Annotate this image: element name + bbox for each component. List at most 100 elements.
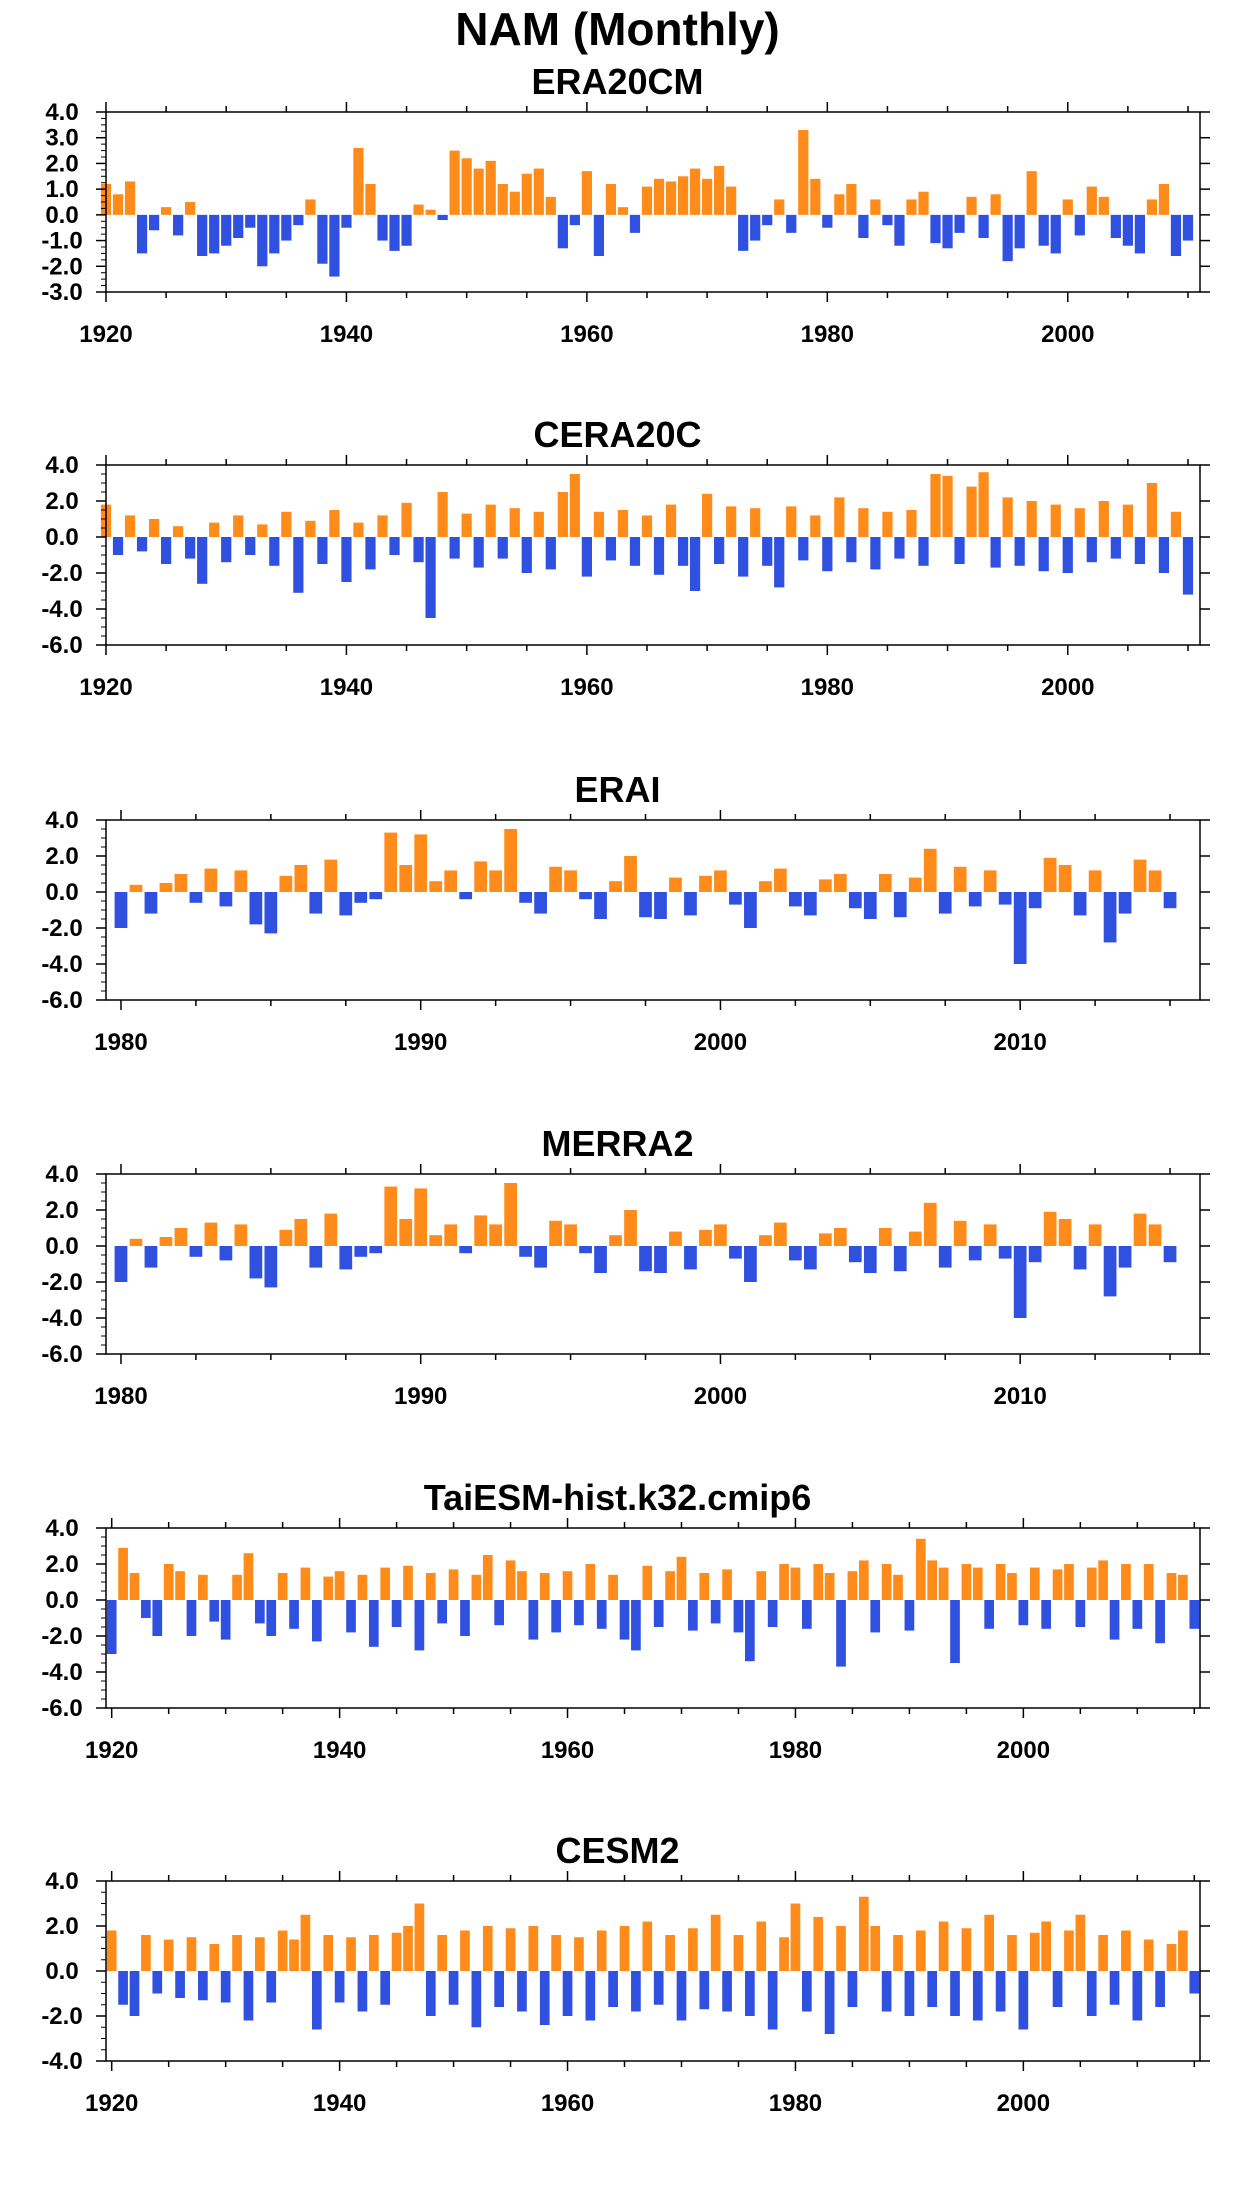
y-tick-label: 4.0 bbox=[45, 1868, 78, 1895]
bar bbox=[437, 1935, 448, 1971]
x-tick-label: 1980 bbox=[801, 674, 854, 701]
bar bbox=[1014, 537, 1025, 566]
bar bbox=[714, 166, 725, 215]
x-tick-label: 2000 bbox=[1041, 674, 1094, 701]
bar bbox=[1109, 1600, 1120, 1640]
bar bbox=[1074, 214, 1085, 236]
bar bbox=[639, 1246, 652, 1272]
y-tick-label: 0.0 bbox=[45, 1958, 78, 1985]
bar bbox=[1098, 1935, 1108, 1971]
bar bbox=[369, 892, 383, 900]
bar bbox=[1038, 214, 1049, 246]
bar bbox=[1098, 1560, 1108, 1600]
bar bbox=[968, 1246, 982, 1261]
bar bbox=[1118, 892, 1132, 914]
bar bbox=[745, 1971, 755, 2016]
bar bbox=[114, 892, 128, 928]
bar bbox=[545, 196, 556, 215]
bar bbox=[846, 537, 857, 563]
bar bbox=[232, 1574, 242, 1600]
bar bbox=[106, 1930, 117, 1971]
y-tick-label: 4.0 bbox=[45, 807, 78, 834]
bar bbox=[923, 848, 937, 892]
bar bbox=[954, 537, 965, 564]
bar bbox=[654, 1246, 667, 1273]
bar bbox=[786, 506, 797, 537]
bar bbox=[1007, 1573, 1017, 1600]
bar bbox=[605, 537, 617, 561]
bar bbox=[726, 506, 737, 537]
bar bbox=[984, 1914, 995, 1971]
bar bbox=[509, 191, 520, 215]
bar bbox=[881, 1971, 892, 2012]
bar bbox=[339, 892, 353, 916]
bar bbox=[401, 214, 412, 246]
y-tick-label: -6.0 bbox=[41, 1341, 82, 1368]
bar bbox=[279, 1229, 293, 1246]
y-tick-label: -3.0 bbox=[41, 279, 82, 306]
bar bbox=[497, 537, 508, 559]
x-tick-label: 1920 bbox=[85, 2090, 138, 2117]
bar bbox=[461, 513, 472, 537]
bar bbox=[1014, 214, 1025, 249]
bar bbox=[953, 866, 967, 892]
y-tick-label: -2.0 bbox=[41, 560, 82, 587]
bar bbox=[689, 168, 701, 215]
y-tick-label: 0.0 bbox=[45, 524, 78, 551]
bar bbox=[425, 537, 436, 618]
bar bbox=[833, 874, 847, 892]
bar bbox=[159, 883, 173, 892]
bar bbox=[232, 1935, 242, 1971]
bar bbox=[1088, 870, 1102, 892]
bar bbox=[684, 892, 697, 916]
panel-title: ERAI bbox=[574, 769, 661, 810]
bar bbox=[1002, 497, 1013, 537]
bar bbox=[264, 1246, 278, 1288]
x-tick-label: 1980 bbox=[769, 2090, 822, 2117]
bar bbox=[257, 524, 268, 537]
bar bbox=[813, 1917, 824, 1971]
bar bbox=[802, 1971, 812, 2012]
bar bbox=[744, 892, 757, 928]
bar bbox=[938, 1567, 949, 1600]
bar bbox=[519, 892, 532, 903]
bar bbox=[938, 892, 952, 914]
bar bbox=[497, 184, 508, 215]
bar bbox=[414, 1188, 428, 1246]
bar bbox=[918, 537, 929, 566]
bar bbox=[198, 1971, 208, 2001]
bar bbox=[870, 537, 881, 570]
y-tick-label: 0.0 bbox=[45, 1233, 78, 1260]
bar bbox=[1163, 892, 1177, 909]
bar bbox=[293, 214, 304, 226]
bar bbox=[1052, 1971, 1063, 2007]
bar bbox=[425, 209, 436, 215]
y-tick-label: 2.0 bbox=[45, 1913, 78, 1940]
bar bbox=[858, 1896, 869, 1971]
bar bbox=[269, 537, 280, 566]
bar bbox=[264, 892, 278, 934]
bar bbox=[471, 1971, 482, 2028]
bar bbox=[631, 1971, 641, 2012]
bar bbox=[938, 1246, 952, 1268]
bar bbox=[300, 1567, 311, 1600]
bar bbox=[995, 1564, 1006, 1600]
bar bbox=[818, 1233, 832, 1246]
bar bbox=[894, 537, 905, 559]
x-tick-label: 1980 bbox=[801, 321, 854, 348]
bar bbox=[927, 1971, 938, 2007]
bar bbox=[403, 1926, 413, 1971]
bar bbox=[173, 526, 184, 537]
bar bbox=[593, 214, 605, 256]
bar bbox=[726, 186, 737, 215]
bar bbox=[1058, 1219, 1072, 1246]
bar bbox=[334, 1571, 345, 1600]
bar bbox=[106, 1600, 117, 1654]
bar bbox=[579, 892, 592, 900]
bar bbox=[774, 199, 785, 215]
x-tick-label: 2000 bbox=[997, 2090, 1050, 2117]
y-tick-label: -4.0 bbox=[41, 596, 82, 623]
bar bbox=[1088, 1224, 1102, 1246]
bar bbox=[774, 537, 785, 588]
bar bbox=[904, 1600, 915, 1631]
